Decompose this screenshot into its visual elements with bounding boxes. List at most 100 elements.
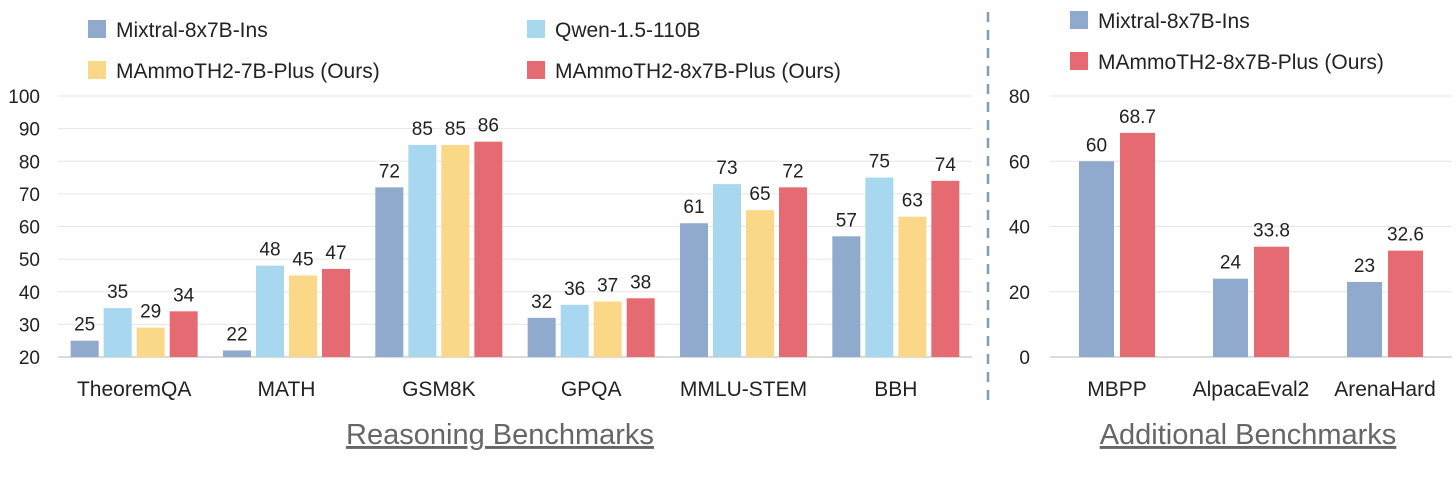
data-label: 48 <box>259 240 280 261</box>
x-category-label: GPQA <box>561 378 622 401</box>
bar-mammoth2-8x7b-plus-ours-theoremqa <box>169 311 198 357</box>
data-label: 72 <box>782 161 803 182</box>
legend-label: Mixtral-8x7B-Ins <box>1098 10 1250 33</box>
bar-mixtral-8x7b-ins-gsm8k <box>375 187 404 357</box>
bar-mammoth2-8x7b-plus-ours-bbh <box>931 180 960 357</box>
y-tick-label: 50 <box>19 250 40 271</box>
bar-mixtral-8x7b-ins-math <box>223 350 251 357</box>
y-tick-label: 20 <box>1009 283 1030 304</box>
bar-mixtral-8x7b-ins-arenahard <box>1347 281 1382 357</box>
x-category-label: BBH <box>874 378 917 401</box>
y-tick-label: 80 <box>1009 87 1030 108</box>
y-tick-label: 80 <box>19 152 40 173</box>
bar-qwen-1-5-110b-gsm8k <box>408 144 437 357</box>
legend-swatch-mammoth2-8x7b-plus-ours <box>527 61 545 79</box>
legend-swatch-mammoth2-7b-plus-ours <box>88 61 106 79</box>
data-label: 85 <box>445 119 466 140</box>
x-category-label: GSM8K <box>402 378 476 401</box>
legend-label: MAmmoTH2-7B-Plus (Ours) <box>116 60 380 83</box>
data-label: 32.6 <box>1387 225 1424 246</box>
x-category-label: TheoremQA <box>77 378 191 401</box>
y-tick-label: 70 <box>19 185 40 206</box>
bar-mixtral-8x7b-ins-alpacaeval2 <box>1213 278 1248 357</box>
y-tick-label: 90 <box>19 120 40 141</box>
bar-mammoth2-7b-plus-ours-gsm8k <box>441 144 470 357</box>
x-category-label: MATH <box>258 378 316 401</box>
data-label: 60 <box>1086 135 1107 156</box>
bar-mammoth2-7b-plus-ours-gpqa <box>593 301 622 357</box>
y-tick-label: 60 <box>1009 152 1030 173</box>
y-tick-label: 20 <box>19 348 40 369</box>
data-label: 61 <box>683 197 704 218</box>
bar-mammoth2-8x7b-plus-ours-gsm8k <box>474 141 503 357</box>
x-category-label: AlpacaEval2 <box>1193 378 1310 401</box>
legend-label: Qwen-1.5-110B <box>555 19 701 42</box>
bar-mixtral-8x7b-ins-mmlu-stem <box>680 223 708 357</box>
bar-mammoth2-7b-plus-ours-mmlu-stem <box>746 210 774 357</box>
bar-qwen-1-5-110b-theoremqa <box>103 308 132 357</box>
legend-label: MAmmoTH2-8x7B-Plus (Ours) <box>555 60 841 83</box>
bar-mammoth2-7b-plus-ours-math <box>289 275 317 357</box>
data-label: 63 <box>902 191 923 212</box>
legend-label: Mixtral-8x7B-Ins <box>116 19 268 42</box>
section-title: Additional Benchmarks <box>1100 419 1397 451</box>
data-label: 57 <box>836 210 857 231</box>
data-label: 22 <box>226 324 247 345</box>
data-label: 36 <box>564 279 585 300</box>
bar-mammoth2-7b-plus-ours-theoremqa <box>136 327 165 357</box>
data-label: 37 <box>597 276 618 297</box>
legend-swatch-qwen-1-5-110b <box>527 20 545 38</box>
y-tick-label: 40 <box>1009 218 1030 239</box>
bar-mammoth2-8x7b-plus-ours-mbpp <box>1120 132 1155 357</box>
bar-mammoth2-8x7b-plus-ours-gpqa <box>626 298 655 357</box>
data-label: 25 <box>74 315 95 336</box>
legend-swatch-mixtral-8x7b-ins <box>1070 11 1088 29</box>
bar-mixtral-8x7b-ins-theoremqa <box>70 340 99 357</box>
x-category-label: MBPP <box>1087 378 1147 401</box>
bar-mammoth2-8x7b-plus-ours-arenahard <box>1388 250 1423 357</box>
data-label: 33.8 <box>1253 221 1290 242</box>
data-label: 73 <box>716 158 737 179</box>
bar-mammoth2-7b-plus-ours-bbh <box>898 216 927 357</box>
y-tick-label: 0 <box>1019 348 1030 369</box>
y-tick-label: 60 <box>19 218 40 239</box>
reasoning-benchmarks-panel: 20 30 40 50 60 70 80 90 100 25 35 29 34 TheoremQA 22 48… <box>8 19 972 451</box>
data-label: 38 <box>630 272 651 293</box>
y-tick-label: 30 <box>19 315 40 336</box>
data-label: 65 <box>749 184 770 205</box>
bar-mixtral-8x7b-ins-mbpp <box>1079 161 1114 357</box>
data-label: 75 <box>869 152 890 173</box>
data-label: 74 <box>935 155 957 176</box>
data-label: 29 <box>140 302 161 323</box>
data-label: 23 <box>1354 256 1375 277</box>
bar-mammoth2-8x7b-plus-ours-alpacaeval2 <box>1254 246 1289 357</box>
y-tick-label: 40 <box>19 283 40 304</box>
bar-qwen-1-5-110b-mmlu-stem <box>713 184 741 357</box>
data-label: 68.7 <box>1119 107 1156 128</box>
section-title: Reasoning Benchmarks <box>346 419 654 451</box>
bar-mixtral-8x7b-ins-bbh <box>832 236 861 357</box>
x-category-label: ArenaHard <box>1334 378 1436 401</box>
bar-mixtral-8x7b-ins-gpqa <box>527 317 556 357</box>
x-category-label: MMLU-STEM <box>680 378 807 401</box>
bar-mammoth2-8x7b-plus-ours-mmlu-stem <box>779 187 807 357</box>
data-label: 85 <box>412 119 433 140</box>
data-label: 45 <box>292 249 313 270</box>
legend-swatch-mixtral-8x7b-ins <box>88 20 106 38</box>
legend-swatch-mammoth2-8x7b-plus-ours <box>1070 52 1088 70</box>
bar-qwen-1-5-110b-bbh <box>865 177 894 357</box>
additional-benchmarks-panel: 0 20 40 60 80 60 68.7 MBPP 24 33.8 AlpacaEval2 23 32… <box>1009 10 1452 451</box>
bar-mammoth2-8x7b-plus-ours-math <box>322 268 350 357</box>
data-label: 24 <box>1220 253 1242 274</box>
data-label: 72 <box>379 161 400 182</box>
y-tick-label: 100 <box>8 87 40 108</box>
legend-label: MAmmoTH2-8x7B-Plus (Ours) <box>1098 51 1384 74</box>
bar-qwen-1-5-110b-math <box>256 265 284 357</box>
data-label: 35 <box>107 282 128 303</box>
bar-qwen-1-5-110b-gpqa <box>560 304 589 357</box>
data-label: 32 <box>531 292 552 313</box>
data-label: 47 <box>325 243 346 264</box>
data-label: 86 <box>478 116 499 137</box>
